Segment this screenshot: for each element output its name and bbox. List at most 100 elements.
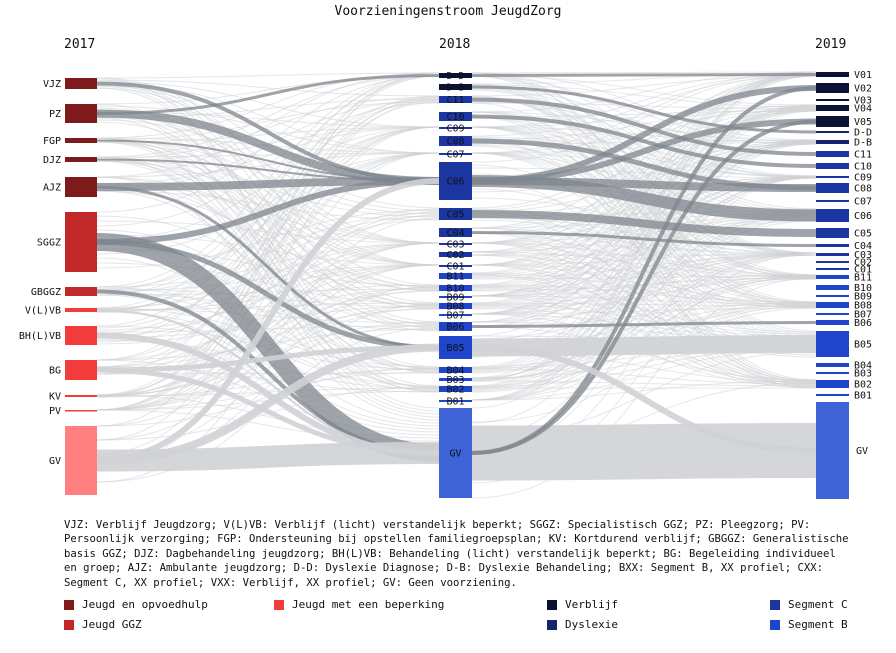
node-label-2017: DJZ bbox=[43, 155, 61, 166]
flow-link-thin bbox=[471, 73, 817, 163]
node-label-2019: C04 bbox=[854, 241, 872, 252]
flow-link-thin bbox=[471, 307, 817, 423]
node-label-2018: B09 bbox=[446, 293, 464, 304]
legend-item-jeugd-ggz: Jeugd GGZ bbox=[64, 618, 142, 631]
flow-link-major bbox=[471, 231, 817, 247]
node-label-2019: B05 bbox=[854, 340, 872, 351]
node-label-2018: C08 bbox=[446, 137, 464, 148]
legend-item-verblijf: Verblijf bbox=[547, 598, 618, 611]
node-2018-b01 bbox=[439, 400, 472, 402]
year-label-2018: 2018 bbox=[439, 37, 471, 52]
flow-link-thin bbox=[471, 84, 817, 334]
node-label-2019: V05 bbox=[854, 117, 872, 128]
flow-link-thin bbox=[96, 81, 440, 128]
node-2017-kv bbox=[65, 395, 97, 397]
legend-swatch bbox=[770, 619, 780, 630]
node-2019-b06 bbox=[816, 320, 849, 325]
flow-link-thin bbox=[471, 109, 817, 275]
node-2018-b10 bbox=[439, 285, 472, 291]
flow-link-thin bbox=[96, 139, 440, 215]
sankey-nodes: VJZ PZ FGP DJZ AJZ SGGZ GBGGZ V(L)VB BH(L)VB BG KV… bbox=[19, 70, 872, 499]
node-2019-v05 bbox=[816, 116, 849, 127]
chart-title: Voorzieningenstroom JeugdZorg bbox=[334, 4, 562, 19]
flow-link-thin bbox=[471, 71, 817, 266]
year-label-2019: 2019 bbox=[815, 37, 847, 52]
node-2019-b07 bbox=[816, 313, 849, 315]
flow-link-thin bbox=[96, 105, 440, 154]
node-label-2019: C05 bbox=[854, 229, 872, 240]
node-label-2017: GV bbox=[49, 456, 61, 467]
node-label-2019: B09 bbox=[854, 292, 872, 303]
node-label-2019: C01 bbox=[854, 265, 872, 276]
node-2018-c03 bbox=[439, 243, 472, 245]
node-label-2018: B08 bbox=[446, 302, 464, 313]
flow-link-major bbox=[471, 119, 817, 455]
flow-link-thin bbox=[96, 242, 440, 309]
flow-link-thin bbox=[471, 380, 817, 401]
flow-link-major bbox=[96, 345, 440, 373]
flow-link-major bbox=[471, 118, 817, 184]
flow-link-thin bbox=[471, 210, 817, 391]
flow-link-thin bbox=[471, 277, 817, 499]
node-label-2019: B03 bbox=[854, 369, 872, 380]
node-2019-b02 bbox=[816, 380, 849, 388]
flow-link-thin bbox=[96, 79, 440, 97]
flow-link-thin bbox=[96, 72, 440, 79]
node-label-2018: C10 bbox=[446, 112, 464, 123]
legend-item-segment-b: Segment B bbox=[770, 618, 848, 631]
flow-link-major bbox=[471, 423, 817, 481]
node-label-2019: B07 bbox=[854, 310, 872, 321]
flow-link-major bbox=[471, 321, 817, 328]
flow-link-thin bbox=[471, 175, 817, 297]
flow-link-thin bbox=[471, 71, 817, 74]
flow-link-thin bbox=[96, 72, 440, 396]
node-2019-v04 bbox=[816, 105, 849, 111]
flow-link-thin bbox=[96, 126, 440, 368]
flow-link-thin bbox=[471, 104, 817, 382]
node-label-2018: B07 bbox=[446, 311, 464, 322]
flow-link-major bbox=[96, 74, 440, 115]
year-label-2017: 2017 bbox=[64, 37, 96, 52]
node-2019-b09 bbox=[816, 295, 849, 297]
node-label-2019: C07 bbox=[854, 197, 872, 208]
node-label-2018: B11 bbox=[446, 272, 464, 283]
node-2017-fgp bbox=[65, 138, 97, 143]
node-2019-d-b bbox=[816, 140, 849, 144]
node-2018-b11 bbox=[439, 273, 472, 279]
flow-link-thin bbox=[96, 97, 440, 292]
node-2019-v03 bbox=[816, 99, 849, 101]
flow-link-thin bbox=[96, 211, 440, 398]
node-2019-c04 bbox=[816, 244, 849, 247]
node-label-2018: C02 bbox=[446, 250, 464, 261]
flow-link-major bbox=[96, 442, 440, 472]
legend-swatch bbox=[770, 599, 780, 610]
flow-link-thin bbox=[471, 179, 817, 386]
node-label-2018: GV bbox=[449, 449, 461, 460]
node-label-2019: V02 bbox=[854, 84, 872, 95]
flow-link-thin bbox=[471, 252, 817, 373]
flow-link-thin bbox=[471, 252, 817, 266]
node-2017-vlvb bbox=[65, 308, 97, 312]
node-2019-v02 bbox=[816, 83, 849, 93]
node-label-2018: B06 bbox=[446, 322, 464, 333]
flow-link-thin bbox=[96, 72, 440, 427]
flow-link-thin bbox=[96, 75, 440, 411]
flow-link-thin bbox=[96, 102, 440, 227]
flow-link-thin bbox=[96, 152, 440, 361]
flow-link-major bbox=[96, 233, 440, 462]
flow-link-thin bbox=[96, 264, 440, 396]
node-2017-sggz bbox=[65, 212, 97, 272]
flow-link-thin bbox=[96, 242, 440, 288]
node-label-2018: B03 bbox=[446, 375, 464, 386]
node-label-2017: FGP bbox=[43, 136, 61, 147]
flow-link-major bbox=[96, 239, 440, 350]
flow-link-thin bbox=[471, 139, 817, 297]
node-2019-v01 bbox=[816, 72, 849, 77]
legend-label: Segment B bbox=[788, 618, 848, 631]
node-2019-b03 bbox=[816, 372, 849, 374]
flow-link-thin bbox=[96, 101, 440, 141]
legend-item-jeugd-opvoedhulp: Jeugd en opvoedhulp bbox=[64, 598, 208, 611]
node-2018-c08 bbox=[439, 136, 472, 146]
node-2019-c07 bbox=[816, 200, 849, 202]
legend-label: Verblijf bbox=[565, 598, 618, 611]
